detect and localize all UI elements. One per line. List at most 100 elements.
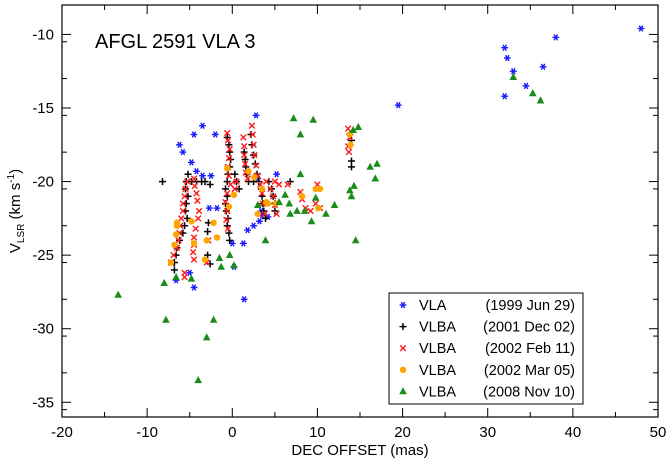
data-point-series-4: [210, 219, 217, 226]
data-point-series-4: [316, 185, 324, 193]
data-point-series-4: [190, 240, 198, 247]
data-point-series-1: [551, 33, 560, 42]
data-point-series-1: [178, 148, 187, 156]
data-point-series-5: [296, 130, 305, 138]
data-point-series-3: [345, 148, 353, 156]
y-tick-label: -15: [32, 100, 54, 117]
legend-label-name: VLBA: [419, 384, 456, 400]
data-point-series-1: [272, 170, 281, 178]
y-axis-title-sub: LSR: [16, 224, 27, 243]
data-point-series-5: [373, 159, 381, 167]
data-point-series-1: [240, 295, 249, 303]
data-point-series-1: [175, 141, 184, 149]
legend-label-name: VLBA: [419, 320, 456, 336]
data-point-series-5: [261, 236, 270, 244]
data-point-series-4: [230, 191, 238, 198]
data-point-series-5: [509, 72, 518, 80]
data-point-series-1: [500, 92, 509, 100]
y-tick-label: -30: [32, 321, 54, 338]
data-point-series-1: [189, 283, 199, 292]
legend: VLA (1999 Jun 29) VLBA (2001 Dec 02) VLBA (20…: [388, 292, 584, 405]
legend-label-date: (2001 Dec 02): [483, 320, 575, 336]
x-tick-label: -10: [136, 424, 158, 441]
y-axis-title-sup: -1: [6, 173, 17, 182]
data-point-series-1: [249, 222, 258, 230]
data-point-series-5: [330, 200, 339, 208]
legend-label-name: VLA: [419, 298, 447, 314]
data-point-series-5: [289, 114, 298, 122]
data-point-series-4: [171, 241, 178, 248]
data-point-series-5: [311, 193, 320, 201]
data-point-series-5: [296, 170, 305, 178]
data-point-series-5: [293, 206, 301, 214]
data-point-series-4: [251, 174, 258, 181]
data-point-series-4: [188, 218, 195, 225]
data-point-series-4: [213, 234, 221, 241]
data-point-series-1: [189, 130, 199, 139]
data-point-series-1: [206, 172, 216, 180]
data-point-series-5: [286, 209, 294, 217]
legend-label-date: (2002 Mar 05): [484, 363, 575, 379]
data-point-series-3: [192, 189, 201, 197]
data-point-series-1: [538, 63, 548, 71]
x-axis-title: DEC OFFSET (mas): [291, 442, 428, 459]
data-point-series-1: [212, 204, 222, 212]
x-tick-label: 50: [650, 424, 667, 441]
data-point-series-1: [198, 172, 207, 180]
data-point-series-3: [239, 133, 247, 141]
chart-title: AFGL 2591 VLA 3: [95, 31, 255, 53]
data-point-series-3: [344, 125, 352, 133]
data-point-series-3: [195, 207, 203, 215]
legend-marker-series-4: [399, 366, 407, 373]
data-point-series-5: [162, 315, 170, 323]
x-tick-label: 10: [309, 424, 326, 441]
x-tick-label: -20: [51, 424, 73, 441]
y-axis-title-units: (km s: [7, 183, 24, 224]
data-point-series-3: [224, 225, 232, 233]
data-point-series-5: [114, 290, 122, 298]
data-point-series-3: [190, 256, 198, 264]
data-point-series-5: [351, 236, 360, 244]
data-point-series-1: [636, 24, 646, 33]
data-point-series-2: [203, 227, 212, 236]
data-point-series-5: [281, 190, 289, 198]
data-point-series-5: [322, 209, 330, 217]
data-point-series-4: [225, 203, 233, 210]
data-point-series-2: [158, 177, 167, 186]
data-point-series-1: [503, 54, 512, 62]
data-point-series-3: [248, 122, 256, 130]
legend-label-date: (2002 Feb 11): [485, 341, 575, 357]
data-point-series-2: [183, 169, 193, 179]
legend-label-date: (2008 Nov 10): [483, 384, 575, 400]
data-point-series-4: [173, 219, 181, 226]
y-axis-title: VLSR (km s-1): [6, 169, 27, 253]
data-point-series-5: [309, 115, 317, 123]
data-point-series-5: [202, 333, 211, 341]
data-point-series-3: [244, 175, 252, 183]
data-point-series-5: [366, 162, 374, 170]
data-point-series-3: [177, 214, 185, 222]
axis-ticks: -20 -10 0 10 20 30 40 50 -10 -15 -20 -25 -30 -35: [32, 5, 666, 441]
y-axis-title-units-close: ): [7, 169, 24, 174]
data-point-series-5: [215, 253, 224, 261]
data-point-series-3: [240, 142, 248, 150]
data-point-series-2: [347, 162, 356, 172]
y-axis-title-main: V: [7, 243, 24, 253]
data-point-series-4: [264, 200, 272, 207]
data-point-series-4: [298, 193, 306, 200]
x-tick-label: 20: [394, 424, 411, 441]
data-point-series-3: [192, 225, 200, 233]
data-point-series-1: [205, 204, 214, 212]
data-point-series-4: [254, 210, 261, 218]
data-point-series-3: [191, 182, 199, 190]
legend-box: [388, 292, 584, 405]
data-point-series-4: [203, 237, 210, 244]
data-point-series-3: [190, 233, 198, 242]
data-point-series-5: [354, 122, 363, 130]
data-point-series-3: [307, 207, 315, 215]
x-tick-label: 30: [479, 424, 496, 441]
data-point-series-4: [201, 256, 209, 263]
data-point-series-5: [225, 250, 234, 258]
y-tick-label: -20: [32, 174, 54, 191]
